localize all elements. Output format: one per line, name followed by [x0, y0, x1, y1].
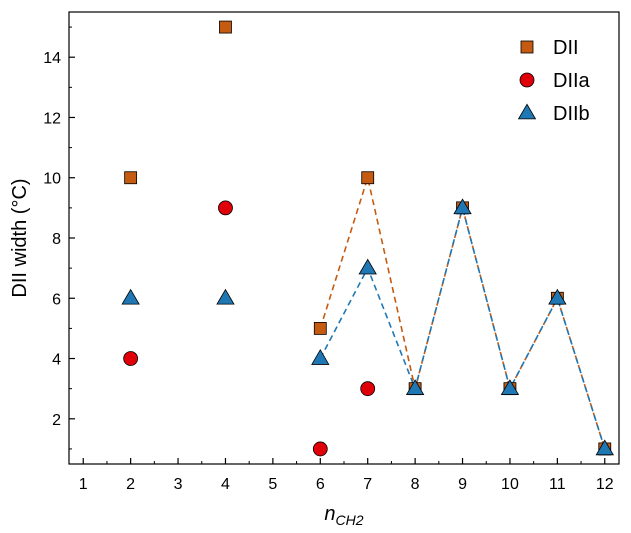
y-axis-label: DII width (°C)	[9, 178, 31, 297]
legend-marker-circle	[519, 72, 535, 88]
data-point	[453, 198, 472, 215]
y-tick-label: 6	[52, 291, 61, 308]
x-tick-label: 8	[411, 476, 420, 493]
series-diia	[123, 200, 376, 457]
series-markers	[121, 20, 614, 457]
y-tick-label: 10	[43, 171, 61, 188]
legend-item: DIIa	[519, 70, 591, 92]
data-point	[595, 439, 614, 456]
y-tick-label: 8	[52, 231, 61, 248]
legend-item: DIIb	[517, 103, 590, 125]
x-tick-label: 3	[174, 476, 183, 493]
x-tick-label: 11	[549, 476, 566, 493]
data-point	[313, 321, 327, 335]
x-tick-label: 2	[126, 476, 135, 493]
legend-label: DII	[553, 37, 579, 59]
data-point	[123, 351, 139, 366]
data-point	[312, 441, 328, 457]
data-point	[219, 20, 232, 34]
x-tick-label: 12	[596, 476, 614, 493]
legend-label: DIIa	[553, 70, 591, 92]
data-point	[500, 379, 520, 395]
data-point	[124, 171, 138, 185]
legend-item: DII	[520, 37, 579, 59]
series-diib	[121, 198, 614, 456]
x-tick-label: 7	[363, 476, 372, 493]
axis-ticks	[69, 26, 606, 464]
data-point	[311, 349, 330, 365]
x-tick-label: 6	[316, 476, 325, 493]
x-tick-label: 4	[221, 476, 230, 493]
y-tick-label: 2	[52, 412, 61, 429]
legend-marker-triangle	[517, 103, 537, 120]
y-tick-label: 14	[43, 50, 61, 67]
data-point	[121, 288, 140, 305]
data-point	[548, 288, 567, 305]
x-tick-label: 5	[268, 476, 277, 493]
x-tick-label: 9	[458, 476, 467, 493]
data-point	[216, 288, 235, 305]
y-tick-label: 4	[52, 352, 61, 369]
x-tick-label: 10	[501, 476, 519, 493]
plot-frame	[68, 11, 620, 465]
legend-label: DIIb	[553, 103, 590, 125]
x-axis-label: nCH2	[324, 503, 363, 528]
data-point	[405, 379, 425, 395]
data-point	[361, 171, 375, 185]
y-tick-label: 12	[43, 110, 61, 127]
data-point	[218, 200, 233, 216]
data-point	[360, 381, 376, 397]
x-tick-label: 1	[79, 476, 88, 493]
series-line-diib	[319, 204, 606, 450]
data-point	[358, 258, 377, 275]
x-axis-label-subscript: CH2	[336, 512, 364, 528]
legend: DII DIIa DIIb	[517, 37, 591, 125]
x-axis-label-main: n	[324, 503, 335, 525]
legend-marker-square	[520, 40, 534, 54]
series-lines	[319, 174, 606, 450]
